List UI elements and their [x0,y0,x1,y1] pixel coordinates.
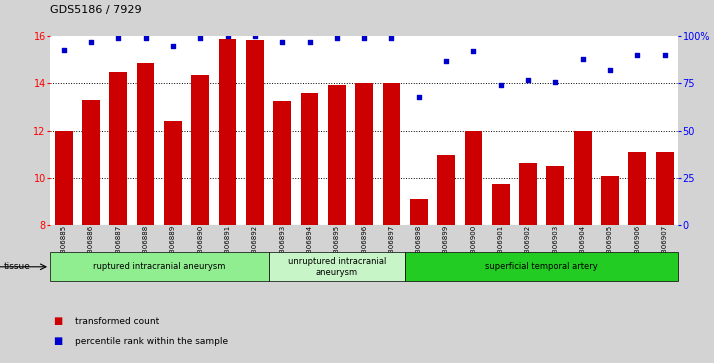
Bar [628,152,646,225]
Bar [574,131,592,225]
Point [386,35,397,41]
Bar [410,199,428,225]
Point [523,77,534,83]
Bar [356,83,373,225]
Text: ■: ■ [54,316,63,326]
Point [604,68,615,73]
Bar [519,163,537,225]
Text: unruptured intracranial
aneurysm: unruptured intracranial aneurysm [288,257,386,277]
Point [331,35,343,41]
Point [222,33,233,39]
Bar [437,155,455,225]
Text: superficial temporal artery: superficial temporal artery [486,262,598,271]
Bar [492,184,510,225]
Bar [191,75,209,225]
Point [249,33,261,39]
Point [85,39,96,45]
Point [632,52,643,58]
Point [413,94,425,99]
Point [194,35,206,41]
Point [468,49,479,54]
Bar [655,152,673,225]
Text: ruptured intracranial aneurysm: ruptured intracranial aneurysm [93,262,226,271]
Point [58,46,69,52]
Bar [82,100,100,225]
Bar [546,166,564,225]
Point [113,35,124,41]
Text: tissue: tissue [4,262,31,271]
Bar [109,72,127,225]
Point [276,39,288,45]
Bar [164,121,182,225]
Point [358,35,370,41]
Bar [246,40,263,225]
Point [441,58,452,64]
Bar [55,131,73,225]
Bar [405,252,678,281]
Bar [601,176,619,225]
Bar [136,64,154,225]
Point [303,39,315,45]
Text: ■: ■ [54,336,63,346]
Point [140,35,151,41]
Point [167,43,178,49]
Text: transformed count: transformed count [75,317,159,326]
Bar [328,85,346,225]
Point [495,82,506,88]
Bar [273,101,291,225]
Bar [218,38,236,225]
Bar [50,252,268,281]
Point [550,79,561,85]
Bar [301,93,318,225]
Text: percentile rank within the sample: percentile rank within the sample [75,337,228,346]
Bar [268,252,405,281]
Bar [383,83,401,225]
Point [659,52,670,58]
Point [577,56,588,62]
Text: GDS5186 / 7929: GDS5186 / 7929 [50,5,141,16]
Bar [465,131,482,225]
